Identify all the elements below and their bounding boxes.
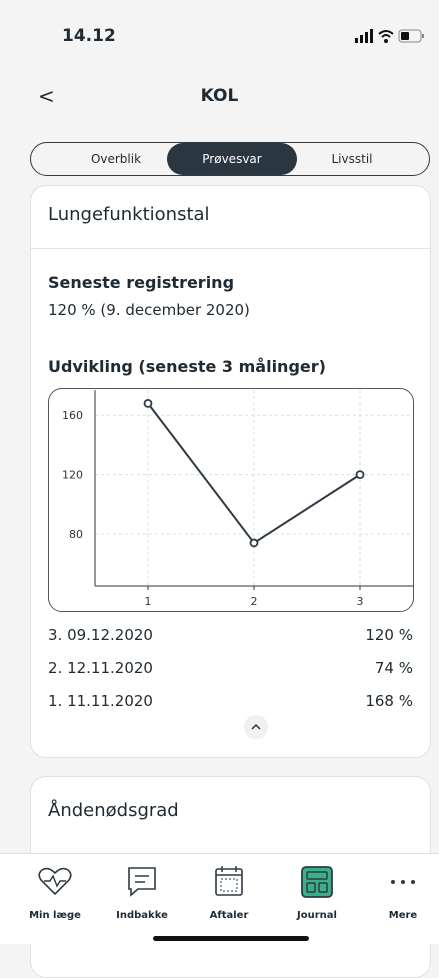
tab[interactable]: Min læge [29,910,81,921]
x-tick-label: 2 [251,595,258,608]
tab-icons [38,866,415,898]
y-tick-label: 120 [62,469,83,482]
x-tick-label: 3 [357,595,364,608]
heading: Udvikling (seneste 3 målinger) [48,357,326,376]
chart-frame [48,388,414,612]
nav-title: KOL [200,86,239,106]
segmented-control: Overblik Prøvesvar Livsstil [30,142,430,176]
tab-active[interactable]: Journal [297,910,337,921]
screen: 14.12 < KOL Overblik Prøvesvar Livsstil … [0,26,439,978]
tab[interactable]: Mere [388,910,418,921]
y-tick-label: 160 [62,409,83,422]
row-label: 3. 09.12.2020 [48,626,153,644]
card-title: Lungefunktionstal [48,204,210,225]
row-label: 1. 11.11.2020 [48,692,153,710]
x-tick-label: 1 [145,595,152,608]
back-button[interactable]: < [38,84,55,108]
segment-selected[interactable]: Prøvesvar [167,143,297,175]
point [249,538,259,548]
tab[interactable]: Aftaler [209,910,249,921]
card: Lungefunktionstal Seneste registrering 1… [30,185,431,758]
point [355,470,365,480]
y-tick-label: 80 [69,528,83,541]
latest-value: 120 % (9. december 2020) [48,301,250,319]
heading: Seneste registrering [48,273,235,292]
point [143,398,153,408]
row-value: 168 % [365,692,413,710]
tab-bar [0,853,439,944]
divider [31,248,430,249]
status-time: 14.12 [62,26,116,46]
row-value: 74 % [374,659,413,677]
row-label: 2. 12.11.2020 [48,659,153,677]
segment[interactable]: Livsstil [331,152,373,166]
status-icons [355,29,424,43]
chart: 80 120 160 1 2 3 [62,390,413,608]
collapse-button[interactable] [243,714,269,740]
card-title: Åndenødsgrad [48,800,179,821]
tab[interactable]: Indbakke [116,910,168,921]
segment[interactable]: Overblik [90,152,142,166]
row-value: 120 % [365,626,413,644]
home-indicator [153,936,309,941]
